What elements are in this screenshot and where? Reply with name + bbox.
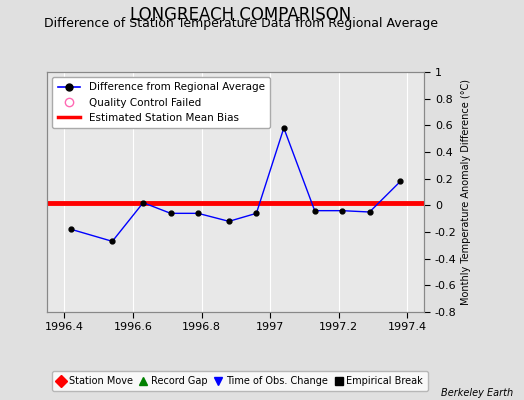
Text: LONGREACH COMPARISON: LONGREACH COMPARISON bbox=[130, 6, 352, 24]
Text: Berkeley Earth: Berkeley Earth bbox=[441, 388, 514, 398]
Legend: Difference from Regional Average, Quality Control Failed, Estimated Station Mean: Difference from Regional Average, Qualit… bbox=[52, 77, 270, 128]
Legend: Station Move, Record Gap, Time of Obs. Change, Empirical Break: Station Move, Record Gap, Time of Obs. C… bbox=[52, 372, 428, 391]
Y-axis label: Monthly Temperature Anomaly Difference (°C): Monthly Temperature Anomaly Difference (… bbox=[461, 79, 471, 305]
Text: Difference of Station Temperature Data from Regional Average: Difference of Station Temperature Data f… bbox=[44, 17, 438, 30]
